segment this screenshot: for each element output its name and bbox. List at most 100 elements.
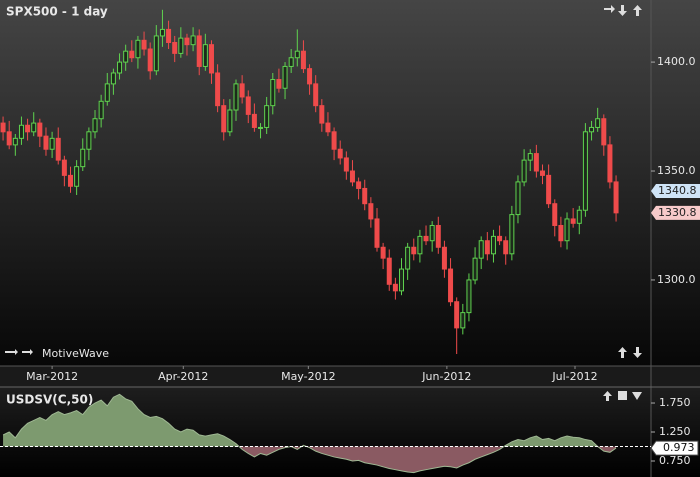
price-marker-label: 1340.8 [658,184,697,197]
candle-body [490,235,496,255]
candle-body [472,257,478,281]
current-label: 0.973 [663,441,695,454]
candle-body [497,235,503,242]
candle-body [356,181,362,189]
area-below [239,446,617,473]
price-marker-label: 1330.8 [658,206,697,219]
candle-body [294,50,300,59]
candle-body [337,148,343,159]
price-marker [651,184,700,199]
candle-body [202,44,208,67]
candle-body [533,153,539,172]
x-tick-label: Mar-2012 [26,370,78,383]
candle-body [264,105,270,128]
candle-body [147,48,153,72]
candle-body [576,209,582,224]
candle-body [166,28,172,43]
candle-body [392,283,398,292]
candle-body [104,83,110,102]
candle-body [129,50,135,59]
candle-body [527,153,533,161]
chart-title: SPX500 - 1 day [6,5,108,19]
indicator-line [2,393,617,474]
zoom-icons[interactable] [618,347,642,358]
candle-body [270,79,276,107]
candle-body [429,224,435,242]
candle-body [141,39,147,50]
y-tick-label: 1350.0 [657,164,696,177]
candle-body [117,61,123,74]
candle-body [208,44,214,74]
candle-body [325,122,331,133]
candle-body [484,240,490,255]
candle-body [123,50,129,63]
candle-body [31,122,37,133]
scroll-icon[interactable] [5,349,33,355]
candle-body [343,157,349,172]
candle-body [552,203,558,226]
current-marker [650,440,699,456]
candle-body [423,235,429,242]
candle-body [386,257,392,285]
x-tick-label: Jun-2012 [421,370,471,383]
candle-body [233,83,239,111]
candle-body [582,131,588,211]
candle-body [251,113,257,128]
candle-body [374,218,380,248]
candle-body [601,118,607,146]
nav-icons[interactable] [5,5,642,401]
candle-body [399,268,405,292]
candle-body [349,170,355,183]
candle-body [196,35,202,67]
candle-body [37,122,43,137]
candle-body [110,72,116,85]
candle-body [80,148,86,168]
candle-body [184,37,190,46]
candle-body [49,137,55,150]
candle-body [448,268,454,303]
candle-body [227,109,233,133]
indicator-icons[interactable] [603,391,642,401]
watermark: MotiveWave [42,347,109,360]
candle-body [595,118,601,128]
time-axis [0,366,700,387]
candle-body [540,170,545,176]
candle-body [478,240,484,259]
candle-body [405,246,411,270]
indicator-title: USDSV(C,50) [6,393,93,407]
y-tick-label: 1.250 [659,425,691,438]
candle-body [86,131,92,150]
candle-body [221,105,227,133]
candle-body [215,72,221,107]
candle-body [98,100,104,120]
candle-body [417,235,423,255]
candle-body [313,83,319,107]
candle-body [190,35,196,46]
candle-body [18,124,24,139]
y-tick-label: 1.750 [659,396,691,409]
area-above [3,394,617,447]
candle-body [0,122,6,133]
candle-body [509,214,515,255]
candle-body [331,131,337,150]
x-tick-label: May-2012 [281,370,336,383]
candle-body [607,144,613,183]
candle-body [135,39,141,59]
candle-body [441,246,447,270]
candle-body [61,159,67,176]
panel-icons[interactable] [604,5,642,16]
candle-body [368,203,374,220]
candle-body [282,65,288,89]
candle-body [67,174,73,187]
candle-body [276,79,282,89]
candle-body [172,41,178,54]
candle-body [380,246,386,259]
candle-body [43,135,49,150]
candle-body [258,126,264,129]
candle-body [411,246,417,255]
candle-body [92,118,98,133]
candle-body [307,68,313,85]
candle-body [466,279,472,314]
